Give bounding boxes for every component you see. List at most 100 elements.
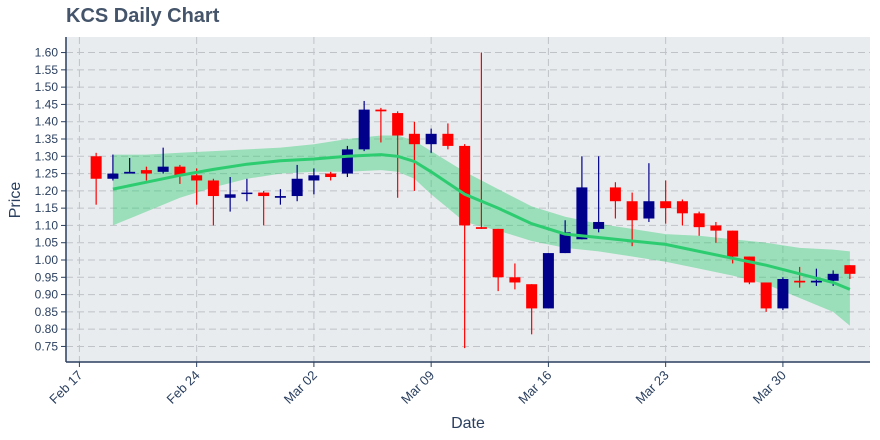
y-tick-label: 1.15 [35,201,59,215]
candle-body [107,173,119,179]
candle [710,221,722,243]
x-tick-label: Mar 23 [633,368,672,407]
candle-body [459,145,471,226]
candle-body [140,170,152,174]
candle [509,263,521,290]
candle-body [526,284,538,309]
candle [626,192,638,247]
candle [274,189,286,205]
candle-body [710,225,722,231]
candle-body [760,282,772,309]
candle [341,145,353,178]
candle [442,123,454,150]
candle [492,228,504,292]
y-tick-label: 1.30 [35,149,59,163]
candle-body [241,192,253,195]
candle-body [727,230,739,257]
candle [676,199,688,226]
x-tick-labels: Feb 17 Feb 24 Mar 02 Mar 09 Mar 16 Mar 23 Mar … [46,368,789,407]
candle-body [408,133,420,145]
candle [157,147,169,174]
candle-body [643,201,655,219]
candle-body [844,265,856,274]
candle [526,284,538,335]
candle-body [626,201,638,221]
y-tick-label: 1.10 [35,218,59,232]
candle-body [191,175,203,181]
candle-body [291,178,303,197]
confidence-band [112,135,850,326]
candle-body [442,133,454,146]
y-tick-label: 0.75 [35,339,59,353]
trend-line-path [112,153,851,291]
candle-body [660,201,672,209]
candle-body [325,173,337,178]
candle [777,277,789,311]
candle-body [392,113,404,136]
candle [609,182,621,219]
candle-body [425,133,437,145]
candle-body [174,166,186,176]
candle [140,166,152,181]
candle-body [542,253,554,309]
candle-body [777,279,789,309]
candle-body [224,194,236,198]
x-tick-label: Feb 24 [164,368,203,407]
candle-body [308,175,320,181]
x-tick-label: Feb 17 [46,368,85,407]
candle [660,180,672,224]
candle [408,121,420,191]
candle [325,171,337,181]
y-tick-label: 1.35 [35,132,59,146]
candle [576,156,588,240]
candle [459,144,471,349]
y-tick-labels: 0.75 0.80 0.85 0.90 0.95 1.00 1.05 1.10 1.15 1.20… [35,46,59,354]
y-tick-label: 1.20 [35,184,59,198]
candle [844,265,856,280]
candle [542,253,554,309]
candle-body [743,256,755,283]
candle-body [207,180,219,197]
candle [224,177,236,212]
candles [90,52,856,349]
candle-body [375,109,387,112]
candle [392,111,404,198]
candle-body [157,166,169,172]
chart-title: KCS Daily Chart [66,5,220,27]
candle [760,282,772,312]
candle [794,266,806,288]
candle [358,100,370,152]
y-tick-label: 0.85 [35,305,59,319]
y-tick-label: 1.25 [35,167,59,181]
y-tick-label: 1.60 [35,46,59,60]
candle-body [576,187,588,240]
candle-body [559,232,571,254]
candle-body [475,227,487,229]
candle-body [794,280,806,283]
candle [258,190,270,226]
candle [291,164,303,202]
axes [61,37,870,367]
y-tick-label: 0.95 [35,270,59,284]
candle-body [693,213,705,228]
x-tick-label: Mar 02 [281,368,320,407]
candle [693,211,705,236]
candle [643,163,655,222]
candle-body [609,187,621,202]
y-tick-label: 1.50 [35,80,59,94]
candle [375,107,387,143]
candle-body [274,196,286,198]
candle-body [258,192,270,197]
candle-body [341,149,353,174]
candle [559,220,571,254]
x-tick-label: Mar 30 [750,368,789,407]
candle [191,168,203,205]
x-tick-label: Mar 16 [515,368,554,407]
y-axis-title: Price [7,182,24,219]
candle [593,156,605,233]
band-area [112,135,850,326]
y-tick-label: 1.40 [35,115,59,129]
x-axis-title: Date [451,415,485,432]
y-tick-label: 1.45 [35,97,59,111]
